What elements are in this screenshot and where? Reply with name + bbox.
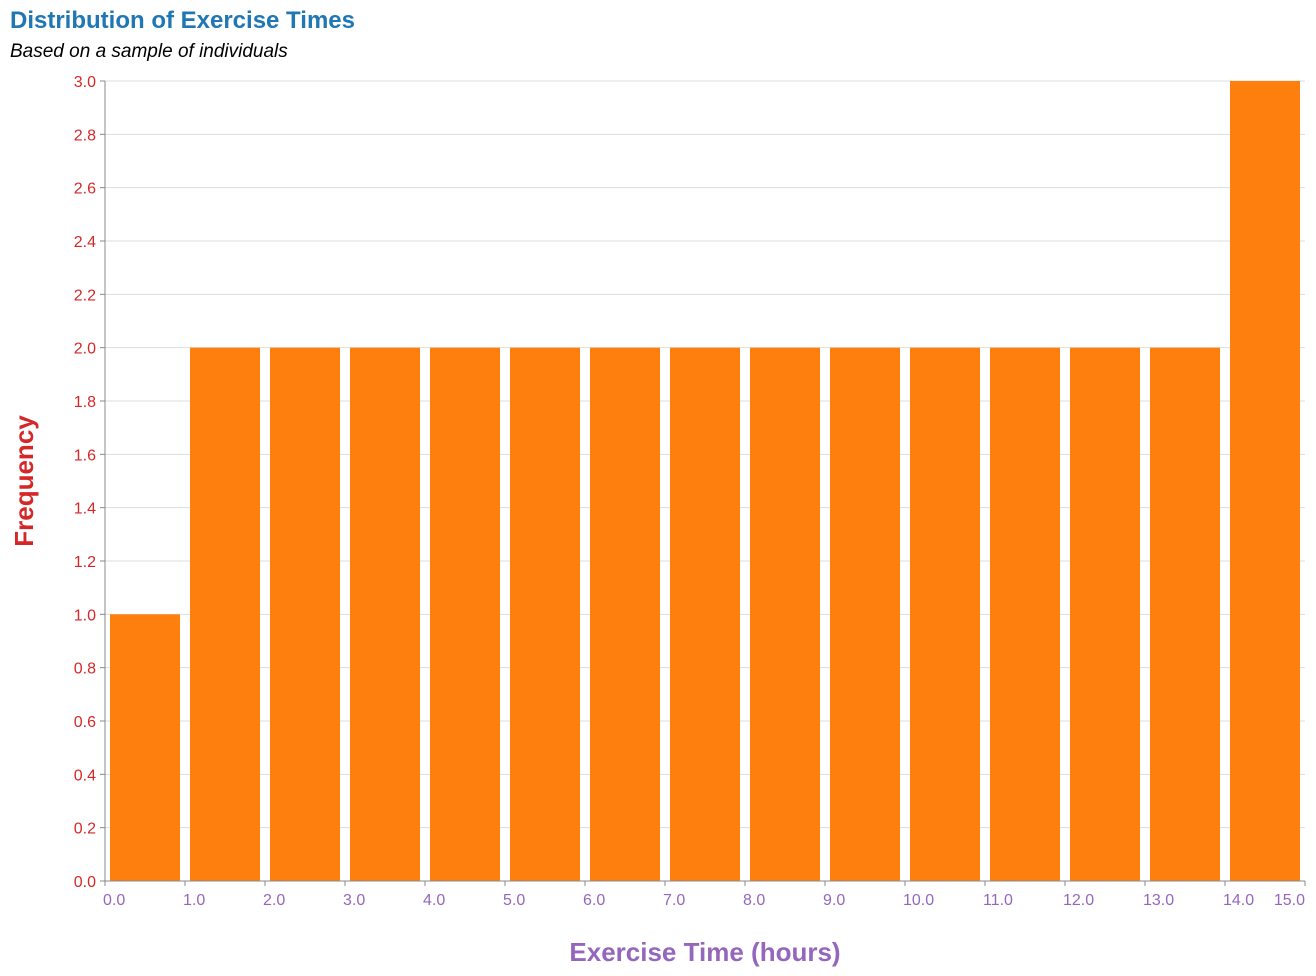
- x-tick-label: 1.0: [183, 892, 205, 909]
- histogram-bar: [1070, 347, 1140, 882]
- histogram-bar: [110, 614, 180, 881]
- x-tick-label: 13.0: [1143, 892, 1174, 909]
- y-tick-label: 0.6: [74, 714, 96, 731]
- y-tick-label: 2.8: [74, 127, 96, 144]
- x-tick-label: 7.0: [663, 892, 685, 909]
- y-tick-label: 0.0: [74, 874, 96, 891]
- x-tick-label: 4.0: [423, 892, 445, 909]
- axes: 0.0 0.2 0.4 0.6 0.8 1.0 1.2 1.4 1.6 1.8 2.0 2.2 2.4 2…: [74, 74, 1306, 909]
- histogram-bar: [590, 347, 660, 882]
- y-tick-label: 1.8: [74, 394, 96, 411]
- histogram-bar: [510, 347, 580, 882]
- x-axis-title: Exercise Time (hours): [569, 937, 840, 967]
- histogram-bar: [190, 347, 260, 882]
- x-tick-label: 6.0: [583, 892, 605, 909]
- x-tick-label: 10.0: [903, 892, 934, 909]
- histogram-bar: [430, 347, 500, 882]
- bars: [110, 81, 1300, 882]
- x-tick-label: 5.0: [503, 892, 525, 909]
- x-tick-label: 0.0: [103, 892, 125, 909]
- y-tick-label: 2.4: [74, 234, 96, 251]
- x-tick-label: 15.0: [1274, 892, 1305, 909]
- x-tick-label: 2.0: [263, 892, 285, 909]
- x-tick-label: 9.0: [823, 892, 845, 909]
- histogram-bar: [350, 347, 420, 882]
- histogram-bar: [830, 347, 900, 882]
- histogram-bar: [910, 347, 980, 882]
- y-tick-label: 1.0: [74, 607, 96, 624]
- y-tick-label: 2.2: [74, 287, 96, 304]
- x-tick-label: 12.0: [1063, 892, 1094, 909]
- x-tick-label: 11.0: [983, 892, 1013, 909]
- y-tick-label: 3.0: [74, 74, 96, 91]
- chart-title: Distribution of Exercise Times: [10, 7, 355, 34]
- y-tick-label: 1.6: [74, 447, 96, 464]
- y-tick-label: 1.4: [74, 501, 96, 518]
- y-tick-label: 2.6: [74, 181, 96, 198]
- y-axis-title: Frequency: [9, 415, 39, 547]
- y-tick-label: 0.4: [74, 767, 96, 784]
- y-tick-label: 0.2: [74, 821, 96, 838]
- x-tick-label: 14.0: [1223, 892, 1254, 909]
- histogram-bar: [750, 347, 820, 882]
- histogram-bar: [1230, 81, 1300, 881]
- chart-subtitle: Based on a sample of individuals: [10, 41, 288, 62]
- histogram-bar: [990, 347, 1060, 882]
- histogram-bar: [670, 347, 740, 882]
- x-tick-label: 8.0: [743, 892, 765, 909]
- y-tick-label: 0.8: [74, 661, 96, 678]
- histogram-bar: [1150, 347, 1220, 882]
- histogram-bar: [270, 347, 340, 882]
- x-tick-label: 3.0: [343, 892, 365, 909]
- y-tick-label: 2.0: [74, 341, 96, 358]
- y-tick-label: 1.2: [74, 554, 96, 571]
